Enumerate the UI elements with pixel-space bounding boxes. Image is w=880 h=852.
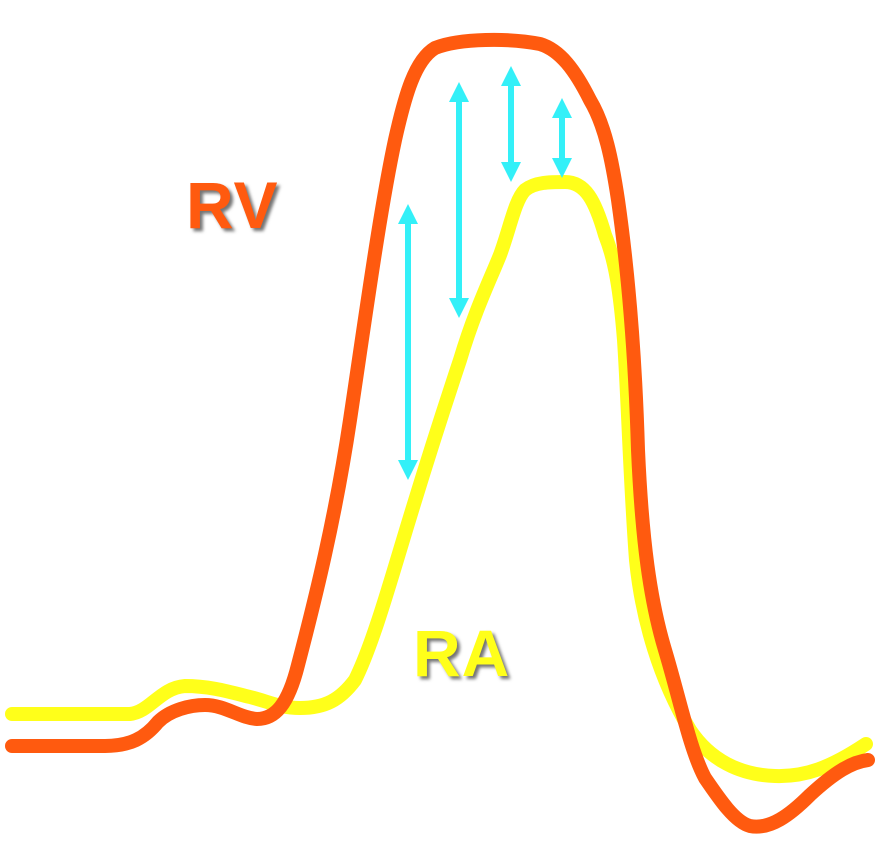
double-arrow-icon — [501, 66, 521, 182]
ra-label: RA — [413, 616, 511, 690]
double-arrow-icon — [398, 204, 418, 480]
double-arrow-icon — [552, 98, 572, 178]
rv-pressure-curve — [5, 32, 875, 834]
rv-label: RV — [186, 168, 279, 242]
ra-pressure-curve — [5, 175, 873, 784]
double-arrow-icon — [449, 82, 469, 318]
pressure-gradient-arrows — [398, 66, 572, 480]
